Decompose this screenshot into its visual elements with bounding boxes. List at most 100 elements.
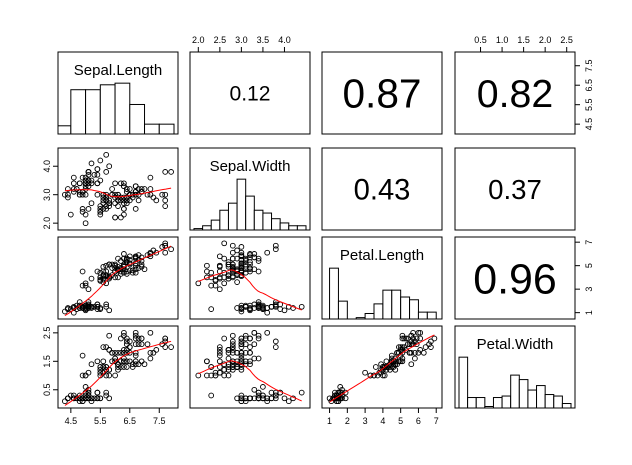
data-point <box>88 303 95 310</box>
data-point <box>103 262 110 269</box>
data-point <box>162 335 169 342</box>
data-point <box>392 355 399 362</box>
axis-right-petal-length: 1 3 5 7 <box>574 240 594 315</box>
data-point <box>121 194 127 201</box>
data-point <box>85 299 92 305</box>
data-point <box>132 335 139 342</box>
data-point <box>126 349 133 356</box>
data-point <box>221 240 228 247</box>
data-point <box>147 329 154 336</box>
data-point <box>408 338 415 345</box>
data-point <box>399 355 406 362</box>
tick-label: 5.5 <box>94 416 107 426</box>
data-point <box>103 366 110 373</box>
data-point <box>397 347 404 353</box>
data-point <box>123 194 130 201</box>
data-point <box>82 186 89 192</box>
histogram <box>58 82 175 134</box>
data-point <box>238 352 245 359</box>
tick-label: 7 <box>434 416 439 426</box>
panel-frame <box>189 147 311 231</box>
data-point <box>132 352 139 359</box>
data-point <box>97 211 104 218</box>
data-point <box>62 398 68 405</box>
data-point <box>159 191 166 198</box>
data-point <box>65 194 71 201</box>
panel-frame <box>454 147 576 231</box>
data-point <box>399 332 406 339</box>
data-point <box>121 197 127 204</box>
data-point <box>97 306 104 312</box>
histogram-bar <box>99 84 116 134</box>
data-point <box>326 395 333 402</box>
data-point <box>126 256 133 263</box>
histogram-bar <box>262 212 273 230</box>
histogram-bar <box>245 195 255 230</box>
data-point <box>390 364 397 370</box>
variable-label: Petal.Width <box>477 336 554 353</box>
data-point <box>88 398 95 405</box>
data-point <box>106 261 113 268</box>
data-point <box>238 261 245 268</box>
data-point <box>88 160 95 167</box>
data-point <box>112 265 118 271</box>
data-point <box>332 389 338 396</box>
histogram-bar <box>510 374 520 408</box>
data-point <box>229 332 236 339</box>
tick-label: 6.5 <box>124 416 137 426</box>
histogram-bar <box>253 209 264 230</box>
panel-frame <box>321 51 443 135</box>
axis-bottom-petal-length: 1 2 3 4 5 6 7 <box>327 407 439 426</box>
data-point <box>97 278 104 284</box>
data-point <box>97 177 104 184</box>
data-point <box>204 262 210 269</box>
tick-label: 3.5 <box>257 35 270 45</box>
histogram-bar <box>227 202 238 230</box>
data-point <box>431 335 438 342</box>
panel-petal-length-vs-petal-width: 0.96 <box>454 236 576 320</box>
panel-sepal-width-vs-sepal-width: Sepal.Width <box>189 147 311 231</box>
data-point <box>82 280 89 287</box>
data-point <box>195 280 202 287</box>
data-point <box>216 349 223 356</box>
data-point <box>153 197 160 204</box>
data-point <box>298 389 305 396</box>
data-point <box>251 395 258 402</box>
data-point <box>103 151 110 158</box>
data-point <box>85 286 92 293</box>
panel-petal-length-vs-sepal-length <box>57 236 179 320</box>
data-point <box>332 395 338 402</box>
data-point <box>82 180 89 187</box>
data-point <box>229 242 236 249</box>
histogram-bar <box>271 218 281 230</box>
data-point <box>144 341 151 348</box>
data-point <box>112 274 118 281</box>
data-point <box>242 341 249 348</box>
data-point <box>251 386 258 393</box>
data-point <box>420 349 427 356</box>
data-point <box>285 398 292 405</box>
data-point <box>238 341 245 348</box>
data-point <box>67 211 74 218</box>
smoother-line <box>198 360 302 402</box>
tick-label: 1 <box>327 416 332 426</box>
data-point <box>399 347 406 353</box>
data-point <box>408 349 415 356</box>
data-point <box>129 361 136 368</box>
data-point <box>97 203 104 209</box>
data-point <box>238 355 245 362</box>
tick-label: 2.5 <box>214 35 227 45</box>
data-point <box>264 398 271 405</box>
data-point <box>118 214 124 221</box>
data-point <box>106 372 113 379</box>
data-point <box>94 166 101 172</box>
data-point <box>132 349 139 356</box>
data-point <box>88 395 95 402</box>
data-point <box>79 372 86 379</box>
data-point <box>135 335 142 342</box>
data-point <box>94 171 101 178</box>
data-point <box>247 261 253 268</box>
data-point <box>229 273 236 280</box>
histogram-bar <box>544 394 555 408</box>
data-point <box>208 392 215 399</box>
